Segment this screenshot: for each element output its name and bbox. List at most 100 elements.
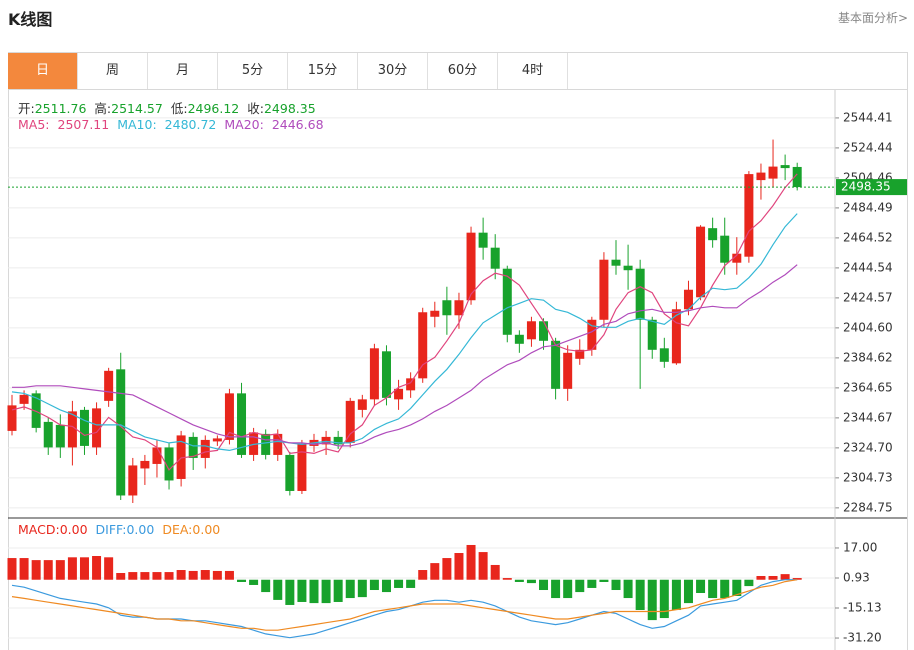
candle-body	[152, 447, 162, 464]
candle-body	[140, 460, 150, 469]
macd-bar	[188, 570, 198, 580]
candle-body	[261, 433, 271, 455]
candle-body	[490, 247, 500, 269]
period-tab[interactable]: 周	[78, 53, 148, 89]
legend-value: 0.00	[126, 522, 155, 537]
macd-bar	[261, 579, 271, 593]
macd-bar	[502, 578, 512, 580]
macd-bar	[683, 579, 693, 604]
candle-body	[92, 408, 102, 448]
candle-body	[792, 166, 802, 188]
candle-body	[116, 369, 126, 496]
y-tick-label: 2444.54	[843, 260, 893, 274]
candle-body	[128, 465, 138, 496]
macd-bar	[635, 579, 645, 611]
candle-body	[587, 319, 597, 350]
macd-bar	[31, 560, 41, 580]
candle-body	[696, 226, 706, 298]
macd-bar	[237, 579, 247, 582]
period-tab[interactable]: 15分	[288, 53, 358, 89]
macd-bar	[176, 570, 186, 580]
y-tick-label: 2364.65	[843, 380, 893, 394]
candle-body	[647, 319, 657, 350]
candle-body	[369, 348, 379, 400]
candle-body	[635, 268, 645, 320]
period-tab[interactable]: 30分	[358, 53, 428, 89]
candle-body	[442, 300, 452, 316]
macd-bar	[659, 579, 669, 619]
macd-bar	[285, 579, 295, 605]
macd-bar	[551, 579, 561, 599]
macd-bar	[732, 579, 742, 596]
macd-bar	[720, 579, 730, 599]
period-tab[interactable]: 5分	[218, 53, 288, 89]
macd-bar	[647, 579, 657, 621]
y-tick-label: 2284.75	[843, 500, 893, 514]
candle-body	[768, 166, 778, 179]
candle-body	[237, 393, 247, 455]
candle-body	[756, 172, 766, 181]
candle-body	[514, 334, 524, 344]
chart-frame	[8, 52, 908, 650]
y-tick-label: 2464.52	[843, 230, 893, 244]
macd-bar	[43, 560, 53, 580]
macd-bar	[7, 558, 17, 580]
macd-bar	[478, 552, 488, 580]
candle-body	[526, 321, 536, 340]
candle-body	[188, 436, 198, 458]
candle-body	[478, 232, 488, 248]
candle-body	[19, 394, 29, 404]
macd-bar	[418, 570, 428, 580]
candle-body	[575, 349, 585, 359]
ohlc-value: 2498.35	[263, 101, 316, 116]
candle-body	[780, 165, 790, 169]
last-price-box	[836, 179, 907, 196]
macd-bar	[744, 579, 754, 587]
y-tick-label: 2404.60	[843, 320, 893, 334]
y-tick-label: 0.93	[843, 570, 870, 584]
macd-bar	[309, 579, 319, 604]
macd-bar	[140, 572, 150, 580]
candle-body	[418, 312, 428, 379]
candle-body	[357, 399, 367, 410]
macd-bar	[212, 570, 222, 580]
y-tick-label: -15.13	[843, 601, 882, 615]
macd-legend: MACD:0.00 DIFF:0.00 DEA:0.00	[18, 522, 228, 537]
candle-body	[345, 400, 355, 443]
period-tab[interactable]: 日	[8, 53, 78, 89]
y-tick-label: 2304.73	[843, 470, 893, 484]
candle-body	[200, 439, 210, 458]
macd-bar	[792, 578, 802, 580]
macd-bar	[490, 564, 500, 580]
period-tab[interactable]: 4时	[498, 53, 568, 89]
candle-body	[285, 454, 295, 491]
macd-bar	[539, 579, 549, 591]
macd-bar	[406, 579, 416, 588]
macd-bar	[152, 572, 162, 580]
macd-bar	[563, 579, 573, 599]
macd-bar	[19, 558, 29, 580]
candle-body	[104, 370, 114, 401]
candle-body	[611, 259, 621, 266]
fundamental-link[interactable]: 基本面分析>	[837, 11, 908, 25]
legend-name: MA5:	[18, 117, 50, 132]
legend-name: MA10:	[117, 117, 157, 132]
macd-line	[11, 579, 798, 631]
macd-bar	[128, 572, 138, 580]
macd-bar	[92, 556, 102, 580]
macd-bar	[321, 579, 331, 604]
macd-bar	[466, 544, 476, 580]
macd-bar	[514, 579, 524, 582]
macd-bar	[599, 579, 609, 582]
legend-value: 0.00	[59, 522, 88, 537]
candle-body	[176, 435, 186, 479]
y-tick-label: 2424.57	[843, 290, 893, 304]
macd-bar	[224, 570, 234, 580]
period-tab[interactable]: 60分	[428, 53, 498, 89]
period-tab[interactable]: 月	[148, 53, 218, 89]
candle-body	[55, 424, 65, 448]
legend-value: 0.00	[192, 522, 221, 537]
ma-line	[12, 264, 798, 447]
candle-body	[212, 438, 222, 442]
legend-name: MACD:	[18, 522, 60, 537]
